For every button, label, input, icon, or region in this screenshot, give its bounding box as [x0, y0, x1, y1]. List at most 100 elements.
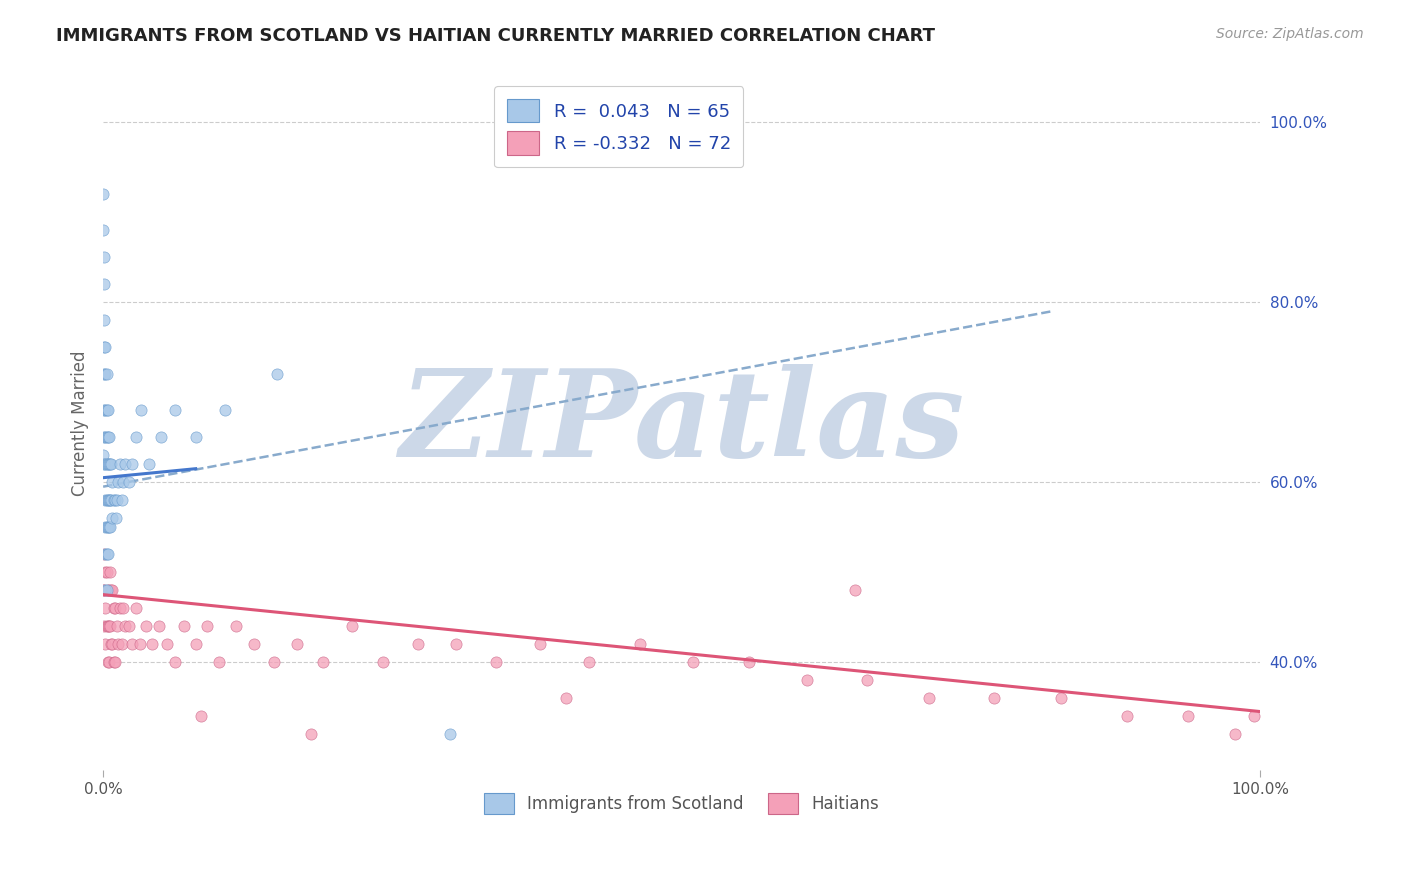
Point [93, 403, 115, 417]
Point [149, 430, 172, 444]
Point [91, 448, 114, 462]
Point [94, 403, 117, 417]
Point [94, 368, 117, 382]
Point [96, 565, 118, 579]
Point [121, 457, 143, 471]
Point [97, 619, 120, 633]
Point [97, 493, 120, 508]
Point [104, 601, 127, 615]
Point [1050, 691, 1073, 706]
Point [299, 727, 322, 741]
Point [97, 430, 120, 444]
Point [855, 673, 877, 687]
Point [141, 637, 163, 651]
Point [97, 619, 120, 633]
Legend: Immigrants from Scotland, Haitians: Immigrants from Scotland, Haitians [474, 782, 890, 824]
Point [94, 340, 117, 354]
Point [93, 430, 115, 444]
Point [114, 619, 136, 633]
Point [111, 493, 134, 508]
Point [195, 619, 218, 633]
Point [97, 457, 120, 471]
Point [91, 583, 114, 598]
Point [796, 673, 818, 687]
Point [554, 691, 576, 706]
Point [97, 520, 120, 534]
Point [117, 619, 139, 633]
Point [266, 368, 288, 382]
Point [96, 520, 118, 534]
Point [100, 583, 122, 598]
Point [129, 637, 152, 651]
Point [94, 637, 117, 651]
Point [98, 565, 121, 579]
Point [100, 457, 122, 471]
Point [287, 637, 309, 651]
Point [406, 637, 429, 651]
Point [682, 655, 704, 669]
Text: Source: ZipAtlas.com: Source: ZipAtlas.com [1216, 27, 1364, 41]
Point [111, 637, 134, 651]
Point [93, 619, 115, 633]
Point [101, 475, 124, 490]
Point [98, 520, 121, 534]
Text: IMMIGRANTS FROM SCOTLAND VS HAITIAN CURRENTLY MARRIED CORRELATION CHART: IMMIGRANTS FROM SCOTLAND VS HAITIAN CURR… [56, 27, 935, 45]
Point [93, 547, 115, 561]
Point [96, 493, 118, 508]
Point [97, 430, 120, 444]
Point [163, 655, 186, 669]
Point [96, 583, 118, 598]
Point [98, 619, 121, 633]
Point [94, 565, 117, 579]
Point [485, 655, 508, 669]
Y-axis label: Currently Married: Currently Married [72, 351, 89, 497]
Point [98, 457, 121, 471]
Point [93, 250, 115, 264]
Point [135, 619, 157, 633]
Point [107, 475, 129, 490]
Point [138, 457, 160, 471]
Point [242, 637, 264, 651]
Point [97, 457, 120, 471]
Point [1243, 709, 1265, 723]
Point [340, 619, 363, 633]
Point [91, 223, 114, 237]
Point [93, 313, 115, 327]
Point [263, 655, 285, 669]
Point [103, 655, 125, 669]
Point [101, 637, 124, 651]
Point [93, 583, 115, 598]
Point [94, 457, 117, 471]
Point [173, 619, 195, 633]
Point [121, 637, 143, 651]
Point [1177, 709, 1199, 723]
Point [107, 637, 129, 651]
Point [371, 655, 394, 669]
Point [94, 547, 117, 561]
Point [97, 547, 120, 561]
Point [97, 655, 120, 669]
Point [148, 619, 170, 633]
Point [97, 493, 120, 508]
Point [1116, 709, 1139, 723]
Point [105, 619, 128, 633]
Point [93, 277, 115, 292]
Point [93, 457, 115, 471]
Point [93, 340, 115, 354]
Point [111, 601, 134, 615]
Point [111, 475, 134, 490]
Point [114, 457, 136, 471]
Point [184, 637, 207, 651]
Point [918, 691, 941, 706]
Point [100, 637, 122, 651]
Point [439, 727, 461, 741]
Point [103, 493, 125, 508]
Point [97, 655, 120, 669]
Point [96, 403, 118, 417]
Point [225, 619, 247, 633]
Point [101, 511, 124, 525]
Point [214, 403, 236, 417]
Point [94, 583, 117, 598]
Point [94, 520, 117, 534]
Point [94, 601, 117, 615]
